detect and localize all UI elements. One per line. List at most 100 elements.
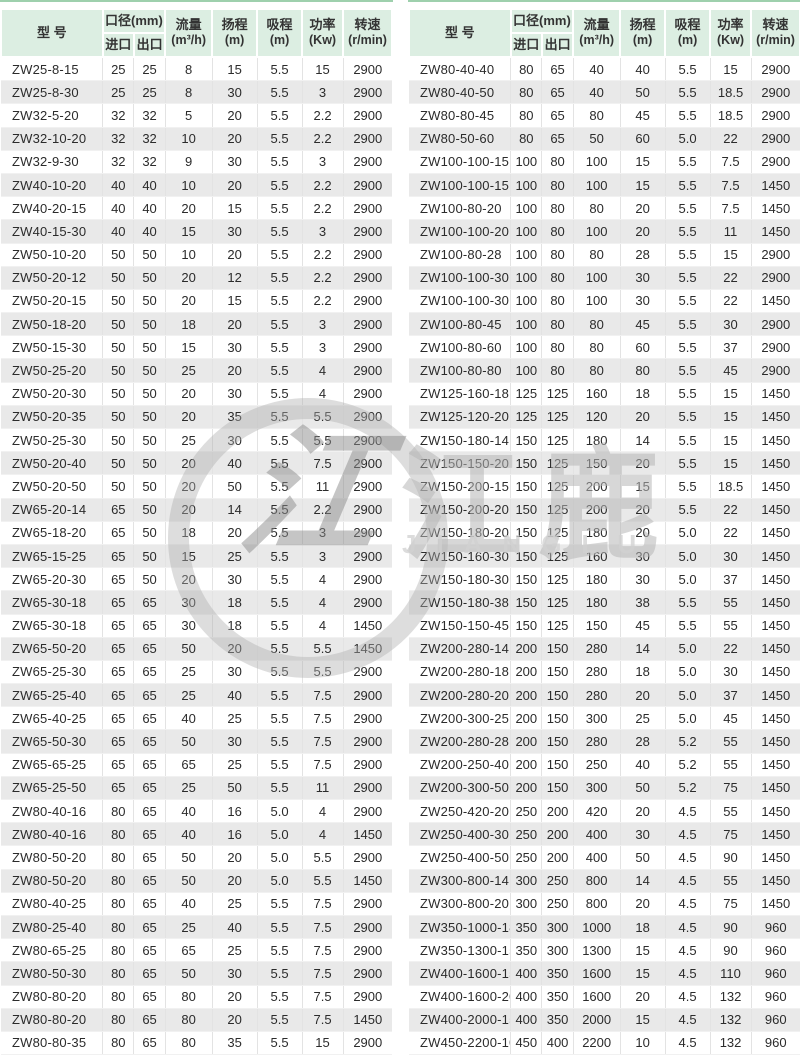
value-cell: 1450	[750, 173, 800, 198]
value-cell: 5.5	[256, 892, 303, 916]
value-cell: 200	[510, 729, 542, 754]
value-cell: 65	[102, 729, 134, 754]
value-cell: 40	[211, 915, 258, 940]
value-cell: 125	[541, 498, 574, 522]
value-cell: 90	[709, 938, 752, 963]
value-cell: 22	[709, 498, 752, 522]
value-cell: 65	[133, 776, 166, 801]
value-cell: 37	[709, 335, 752, 360]
value-cell: 5.5	[256, 753, 303, 777]
value-cell: 7.5	[301, 892, 344, 916]
value-cell: 2900	[342, 103, 392, 128]
header-head-unit: (m)	[224, 33, 245, 48]
value-cell: 55	[709, 614, 752, 638]
value-cell: 65	[164, 938, 213, 963]
header-head-label: 扬程	[221, 17, 248, 33]
value-cell: 160	[572, 382, 621, 406]
value-cell: 10	[164, 127, 213, 151]
value-cell: 15	[164, 335, 213, 360]
value-cell: 15	[164, 219, 213, 244]
value-cell: 65	[102, 498, 134, 522]
value-cell: 50	[619, 80, 666, 105]
model-cell: ZW100-80-20	[409, 196, 511, 221]
value-cell: 28	[619, 243, 666, 267]
value-cell: 5.5	[301, 845, 344, 870]
value-cell: 5.5	[256, 358, 303, 383]
value-cell: 350	[541, 985, 574, 1009]
table-row: ZW250-420-20 250 200 420 20 4.5 55 1450	[409, 799, 800, 824]
value-cell: 20	[164, 289, 213, 314]
value-cell: 65	[102, 753, 134, 777]
value-cell: 35	[211, 1031, 258, 1055]
header-inlet-label: 进口	[513, 36, 540, 52]
pump-spec-table-left: 型 号 口径(mm) 流量 (m³/h) 扬程 (m) 吸程 (m) 功率 (Kw) 转…	[0, 8, 393, 1055]
model-cell: ZW32-10-20	[1, 127, 103, 151]
table-row: ZW65-25-40 65 65 25 40 5.5 7.5 2900	[1, 683, 392, 708]
value-cell: 3	[301, 544, 344, 569]
value-cell: 125	[541, 544, 574, 569]
value-cell: 75	[709, 776, 752, 801]
value-cell: 250	[510, 822, 542, 847]
model-cell: ZW350-1300-15	[409, 938, 511, 963]
model-cell: ZW32-9-30	[1, 150, 103, 174]
table-row: ZW50-20-30 50 50 20 30 5.5 4 2900	[1, 382, 392, 406]
value-cell: 4.5	[664, 1008, 711, 1032]
value-cell: 14	[619, 637, 666, 661]
value-cell: 2900	[342, 451, 392, 476]
value-cell: 65	[133, 660, 166, 685]
model-cell: ZW50-20-50	[1, 474, 103, 499]
value-cell: 125	[510, 382, 542, 406]
value-cell: 8	[164, 57, 213, 82]
value-cell: 14	[619, 428, 666, 453]
header-suction-label: 吸程	[674, 17, 701, 33]
table-row: ZW150-180-14 150 125 180 14 5.5 15 1450	[409, 428, 800, 453]
value-cell: 80	[619, 358, 666, 383]
value-cell: 5.0	[664, 660, 711, 685]
value-cell: 25	[133, 57, 166, 82]
table-row: ZW250-400-30 250 200 400 30 4.5 75 1450	[409, 822, 800, 847]
table-row: ZW25-8-15 25 25 8 15 5.5 15 2900	[1, 57, 392, 82]
value-cell: 1450	[750, 405, 800, 430]
value-cell: 80	[541, 150, 574, 174]
header-diameter-label: 口径(mm)	[105, 12, 163, 28]
value-cell: 80	[510, 80, 542, 105]
value-cell: 5.5	[256, 57, 303, 82]
value-cell: 1450	[750, 289, 800, 314]
value-cell: 5.5	[664, 405, 711, 430]
table-top-accent-line	[408, 0, 800, 2]
table-row: ZW65-15-25 65 50 15 25 5.5 3 2900	[1, 544, 392, 569]
value-cell: 80	[102, 938, 134, 963]
value-cell: 120	[572, 405, 621, 430]
value-cell: 20	[164, 498, 213, 522]
value-cell: 65	[102, 590, 134, 615]
value-cell: 100	[510, 150, 542, 174]
value-cell: 40	[133, 173, 166, 198]
value-cell: 2900	[342, 753, 392, 777]
value-cell: 300	[510, 892, 542, 916]
model-cell: ZW400-1600-15	[409, 961, 511, 986]
value-cell: 30	[619, 544, 666, 569]
value-cell: 100	[572, 219, 621, 244]
table-row: ZW50-20-15 50 50 20 15 5.5 2.2 2900	[1, 289, 392, 314]
value-cell: 80	[164, 1031, 213, 1055]
value-cell: 2900	[342, 776, 392, 801]
model-cell: ZW80-40-50	[409, 80, 511, 105]
value-cell: 1450	[342, 614, 392, 638]
value-cell: 15	[619, 150, 666, 174]
value-cell: 50	[133, 266, 166, 290]
value-cell: 2900	[342, 80, 392, 105]
value-cell: 4	[301, 822, 344, 847]
value-cell: 1000	[572, 915, 621, 940]
value-cell: 30	[164, 590, 213, 615]
value-cell: 5.5	[256, 266, 303, 290]
value-cell: 15	[709, 382, 752, 406]
header-suction: 吸程 (m)	[256, 8, 304, 58]
table-row: ZW65-65-25 65 65 65 25 5.5 7.5 2900	[1, 753, 392, 777]
value-cell: 2900	[750, 358, 800, 383]
model-cell: ZW100-100-15	[409, 150, 511, 174]
value-cell: 400	[572, 845, 621, 870]
table-row: ZW450-2200-10 450 400 2200 10 4.5 132 960	[409, 1031, 800, 1055]
value-cell: 65	[164, 753, 213, 777]
value-cell: 80	[102, 869, 134, 893]
value-cell: 50	[102, 451, 134, 476]
